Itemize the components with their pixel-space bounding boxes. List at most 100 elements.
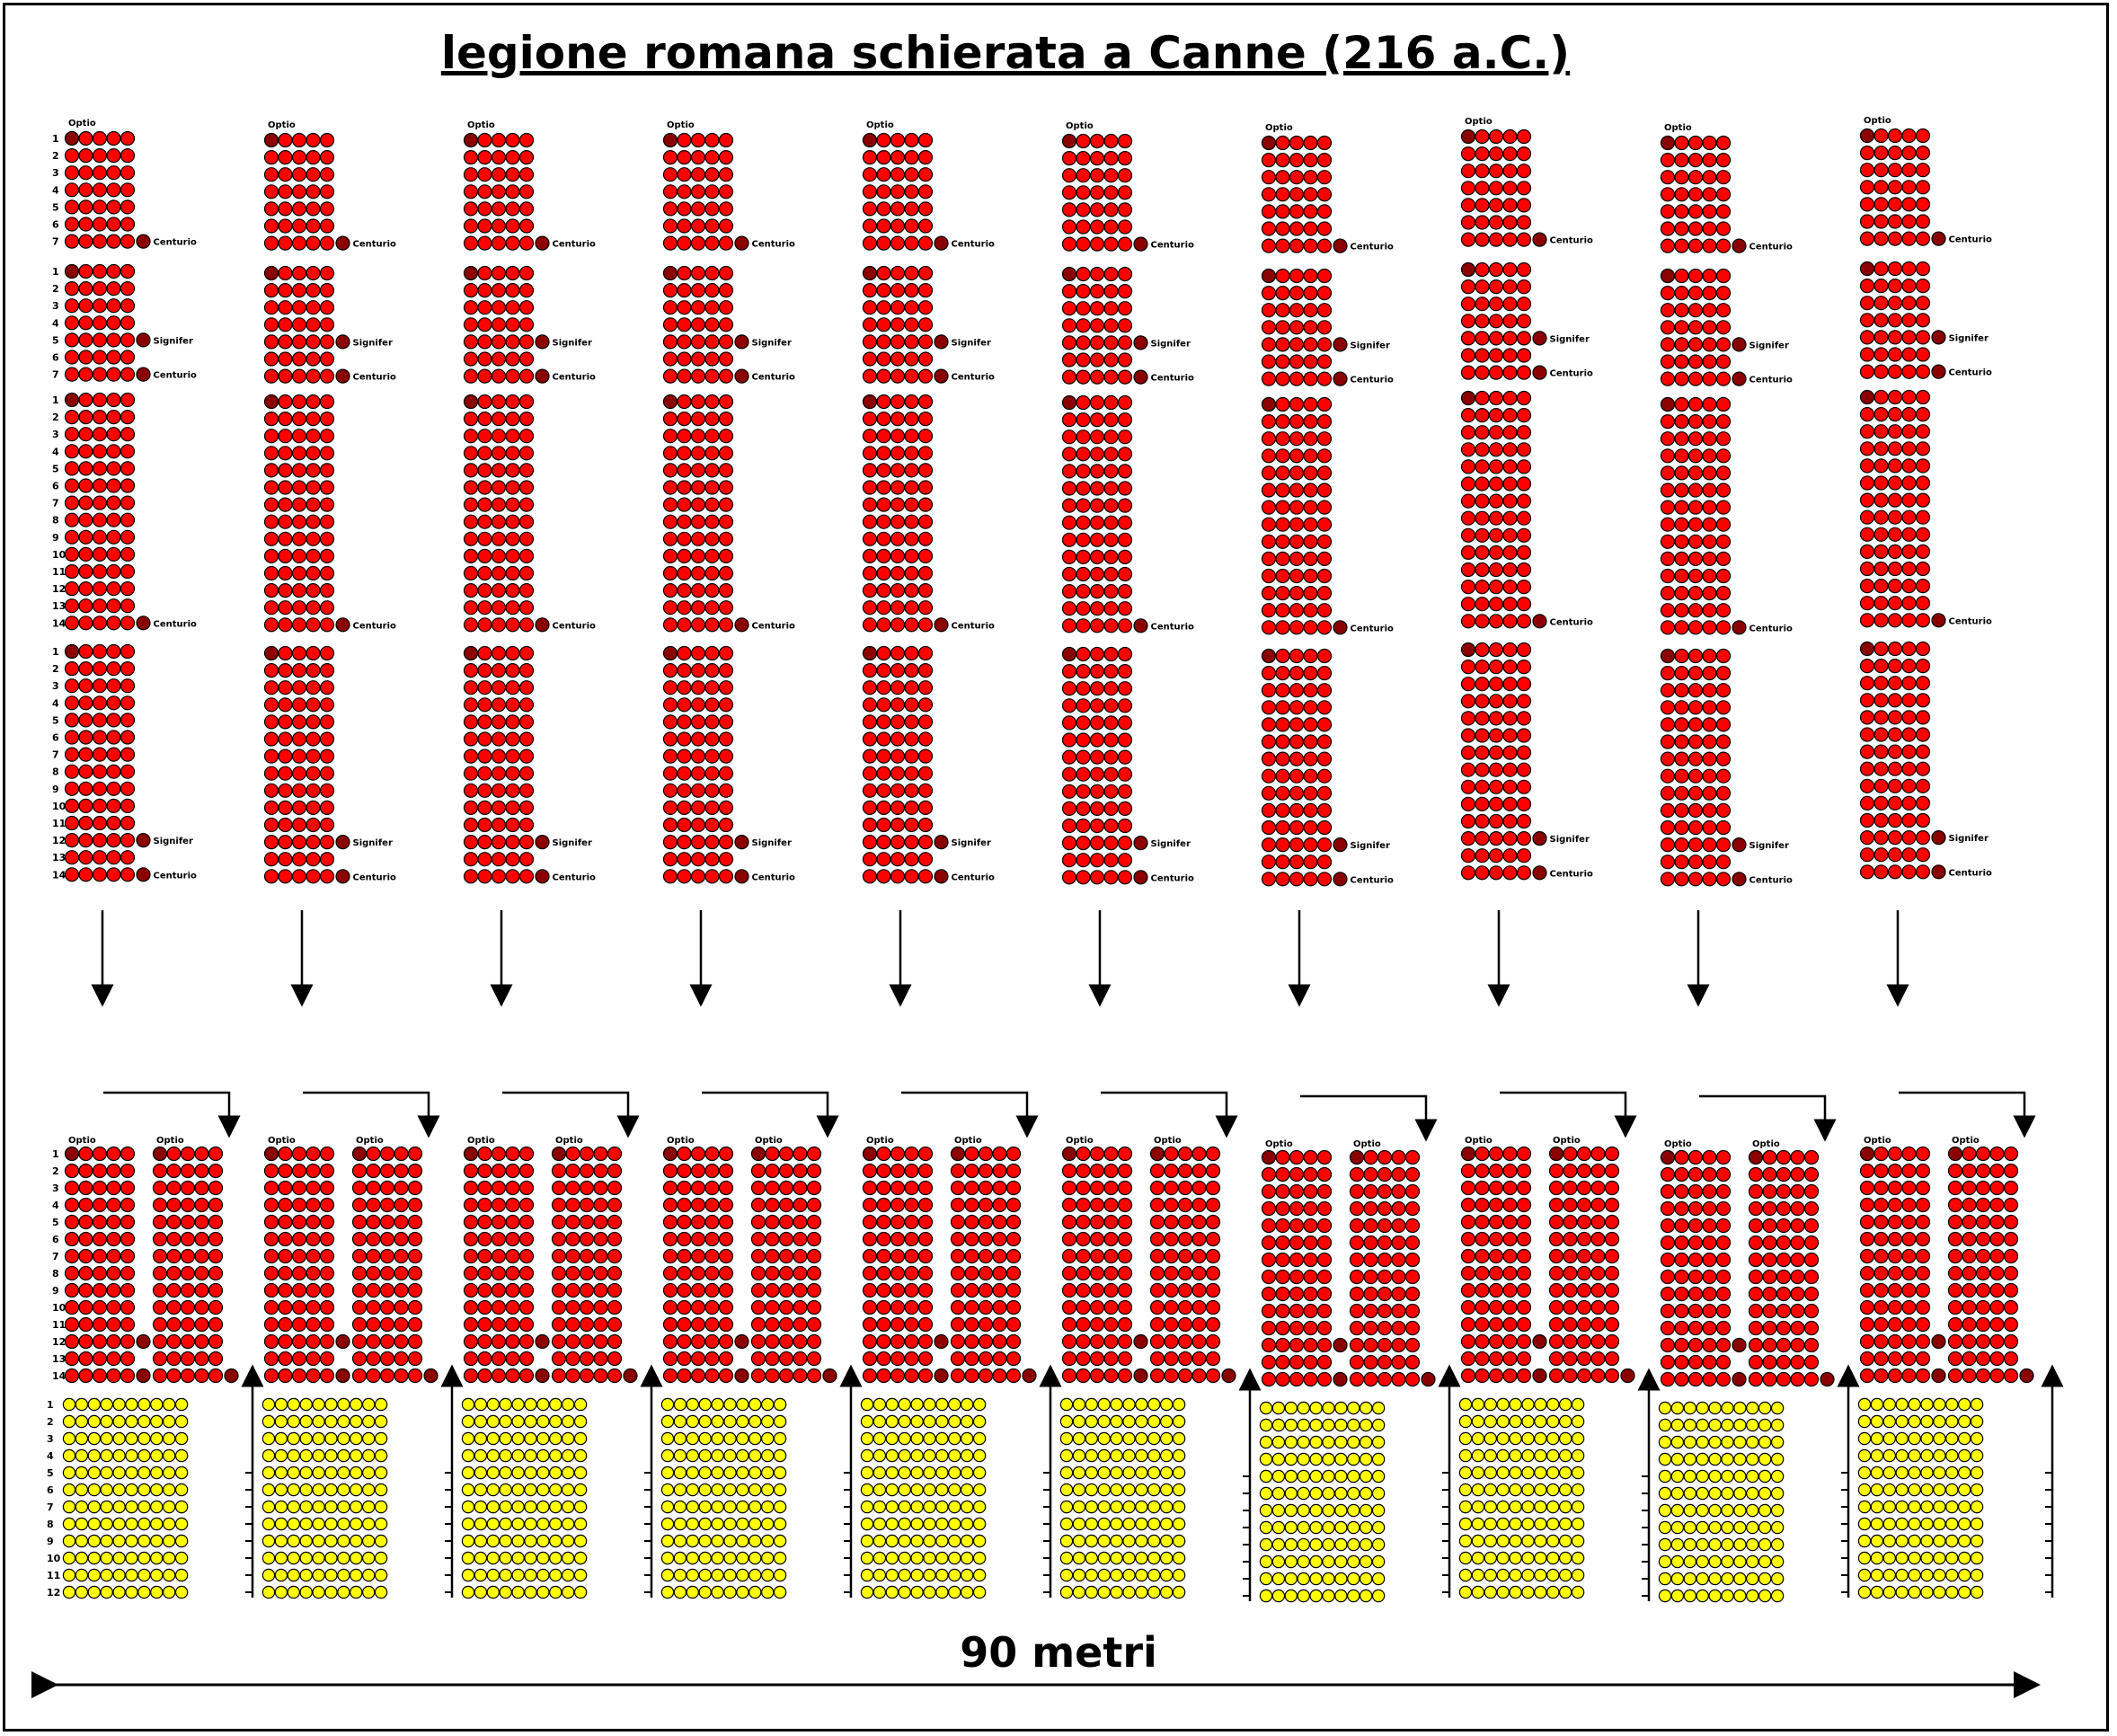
legionary-dot xyxy=(1576,1248,1592,1264)
velites-dot xyxy=(75,1414,89,1429)
legionary-dot xyxy=(208,1368,224,1384)
legionary-dot xyxy=(319,480,335,495)
centurio-marker xyxy=(224,1368,239,1384)
velites-dot xyxy=(1122,1551,1136,1565)
legionary-dot xyxy=(491,184,507,199)
legionary-dot xyxy=(278,351,293,367)
legionary-dot xyxy=(1316,500,1333,515)
legionary-dot xyxy=(1316,170,1333,185)
optio-label: Optio xyxy=(1752,1139,1780,1149)
velites-dot xyxy=(698,1414,712,1429)
legionary-dot xyxy=(1901,313,1917,328)
legionary-dot xyxy=(278,1368,293,1384)
legionary-dot xyxy=(1873,458,1889,474)
legionary-dot xyxy=(718,218,734,234)
legionary-dot xyxy=(1460,796,1476,812)
legionary-dot xyxy=(263,731,279,747)
legionary-dot xyxy=(1316,448,1333,464)
legionary-dot xyxy=(1859,407,1875,422)
legionary-dot xyxy=(1674,1166,1689,1182)
legionary-dot xyxy=(1349,1200,1365,1217)
velites-dot xyxy=(660,1517,675,1531)
legionary-dot xyxy=(291,317,307,332)
optio-marker xyxy=(1660,1149,1676,1165)
legionary-dot xyxy=(718,1146,734,1162)
legionary-dot xyxy=(92,165,108,181)
legionary-dot xyxy=(1715,872,1732,887)
legionary-dot xyxy=(718,463,734,478)
legionary-dot xyxy=(876,531,891,546)
velites-dot xyxy=(100,1448,113,1463)
legionary-dot xyxy=(950,1197,966,1213)
legionary-dot xyxy=(291,497,307,512)
legionary-dot xyxy=(876,731,891,747)
legionary-dot xyxy=(291,1282,307,1298)
legionary-dot xyxy=(1089,835,1105,851)
legionary-dot xyxy=(1261,1354,1277,1370)
legionary-dot xyxy=(1076,732,1091,748)
legionary-dot xyxy=(806,1231,822,1247)
velites-dot xyxy=(1721,1469,1734,1484)
legionary-dot xyxy=(1887,613,1903,628)
legionary-dot xyxy=(607,1351,623,1367)
velites-dot xyxy=(1908,1397,1921,1412)
legionary-dot xyxy=(690,680,706,695)
velites-dot xyxy=(1721,1554,1734,1569)
legionary-dot xyxy=(291,1333,307,1350)
legionary-dot xyxy=(491,394,507,410)
legionary-dot xyxy=(1887,710,1903,725)
legionary-dot xyxy=(1873,1265,1889,1281)
velites-dot xyxy=(62,1448,76,1463)
legionary-dot xyxy=(1975,1368,1991,1384)
legionary-dot xyxy=(491,317,507,332)
legionary-dot xyxy=(1460,1299,1476,1315)
velites-dot xyxy=(337,1466,350,1480)
legionary-dot xyxy=(120,410,136,425)
velites-dot xyxy=(1546,1568,1560,1582)
legionary-dot xyxy=(862,783,878,798)
velites-dot xyxy=(75,1466,89,1480)
legionary-dot xyxy=(351,1265,368,1281)
legionary-dot xyxy=(1762,1235,1777,1251)
legionary-dot xyxy=(1191,1316,1207,1333)
legionary-dot xyxy=(463,1163,479,1179)
legionary-dot xyxy=(1901,676,1917,691)
legionary-dot xyxy=(1164,1248,1179,1264)
velites-dot xyxy=(1696,1520,1709,1535)
legionary-dot xyxy=(1377,1200,1393,1217)
velites-dot xyxy=(261,1483,276,1497)
legionary-dot xyxy=(64,512,80,527)
legionary-dot xyxy=(505,582,520,598)
legionary-dot xyxy=(1674,568,1689,584)
legionary-dot xyxy=(992,1265,1007,1281)
legionary-dot xyxy=(1962,1316,1977,1333)
row-number: 7 xyxy=(52,749,59,761)
legionary-dot xyxy=(106,130,121,146)
velites-dot xyxy=(174,1517,189,1531)
velites-dot xyxy=(1571,1534,1585,1548)
legionary-dot xyxy=(319,1231,335,1247)
legionary-dot xyxy=(1460,331,1476,346)
legionary-dot xyxy=(64,781,80,796)
legionary-dot xyxy=(1604,1265,1620,1281)
legionary-dot xyxy=(491,662,507,678)
legionary-dot xyxy=(120,427,136,442)
legionary-dot xyxy=(477,800,492,816)
legionary-dot xyxy=(1762,1269,1777,1285)
legionary-dot xyxy=(1674,802,1689,819)
legionary-dot xyxy=(1005,1299,1022,1315)
velites-dot xyxy=(660,1568,675,1582)
velites-dot xyxy=(1322,1452,1335,1466)
velites-dot xyxy=(1172,1585,1186,1599)
legionary-dot xyxy=(1316,1286,1333,1302)
velites-dot xyxy=(698,1431,712,1446)
legionary-dot xyxy=(1117,1214,1133,1230)
legionary-dot xyxy=(291,1231,307,1247)
row-number: 11 xyxy=(52,566,66,578)
legionary-dot xyxy=(92,730,108,745)
legionary-dot xyxy=(1873,829,1889,846)
velites-dot xyxy=(910,1568,924,1582)
legionary-dot xyxy=(1475,365,1490,380)
centurio-marker xyxy=(423,1368,438,1384)
legionary-dot xyxy=(120,1265,136,1281)
